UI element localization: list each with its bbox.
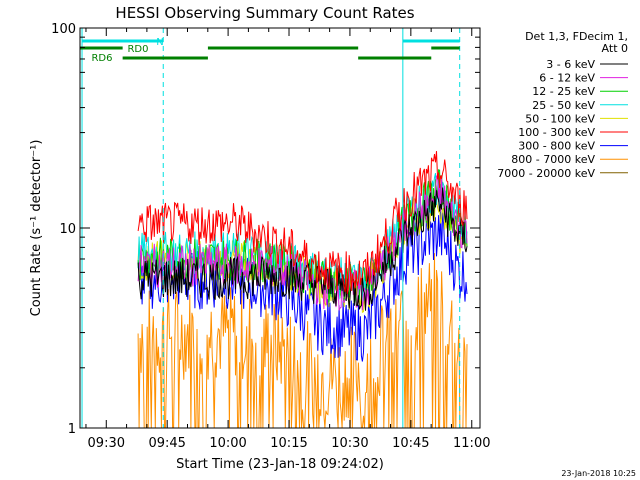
legend-title-line-1: Det 1,3, FDecim 1, [525,30,628,43]
y-tick-label-1: 1 [68,422,76,437]
chart-title: HESSI Observing Summary Count Rates [115,4,414,22]
y-axis-label: Count Rate (s⁻¹ detector⁻¹) [29,140,44,317]
x-tick-label: 10:45 [392,436,429,451]
x-tick-labels: 09:30 09:45 10:00 10:15 10:30 10:45 11:00 [88,436,491,451]
x-tick-label: 09:30 [88,436,125,451]
x-tick-label: 10:00 [209,436,246,451]
flag-label: N [156,37,163,48]
legend-label: 12 - 25 keV [532,85,595,98]
flag-label: RD6 [91,53,112,64]
series-line-3 [137,169,468,302]
x-tick-label: 10:30 [331,436,368,451]
legend-label: 7000 - 20000 keV [497,167,595,180]
legend-label: 25 - 50 keV [532,99,595,112]
y-tick-label-10: 10 [59,222,76,237]
x-tick-label: 09:45 [148,436,185,451]
legend-label: 300 - 800 keV [518,140,595,153]
y-tick-label-100: 100 [51,22,76,37]
series-line-0 [137,187,468,311]
flag-layer: N RD0 RD6 [80,37,460,64]
x-tick-label: 10:15 [270,436,307,451]
legend-title-line-2: Att 0 [602,42,628,55]
x-tick-label: 11:00 [453,436,490,451]
series-layer [137,151,468,429]
flag-label: RD0 [127,44,148,55]
tick-layer [80,27,480,429]
legend-label: 800 - 7000 keV [511,153,595,166]
series-line-5 [137,151,468,294]
legend-label: 3 - 6 keV [546,58,595,71]
footer-timestamp: 23-Jan-2018 10:25 [561,469,636,478]
legend-label: 50 - 100 keV [525,112,595,125]
legend-label: 6 - 12 keV [539,72,595,85]
x-axis-label: Start Time (23-Jan-18 09:24:02) [176,457,384,472]
legend-label: 100 - 300 keV [518,126,595,139]
